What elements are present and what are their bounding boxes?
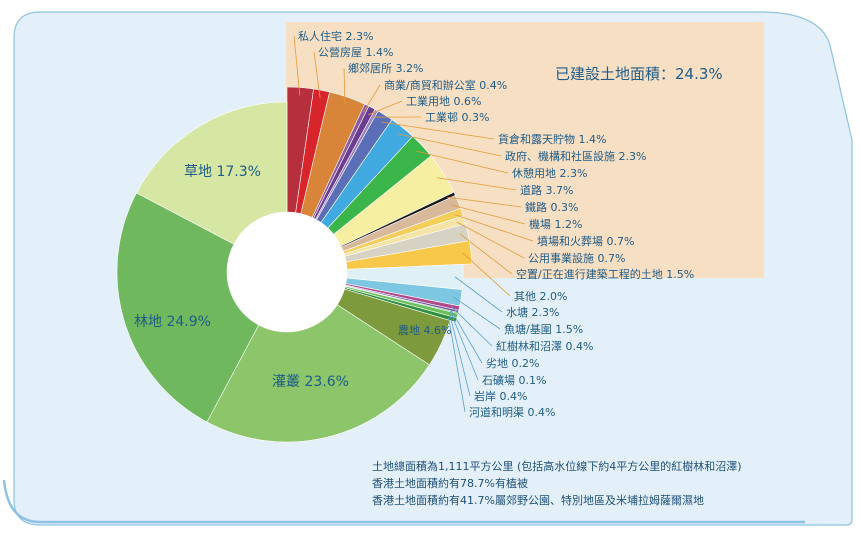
leader-貨倉和露天貯物 — [380, 121, 495, 140]
label-灌叢: 灌叢 23.6% — [272, 374, 349, 390]
label-劣地: 劣地 0.2% — [486, 356, 539, 370]
leader-岩岸 — [449, 313, 471, 397]
leader-其他 — [462, 252, 511, 297]
leader-休憩用地 — [416, 150, 509, 174]
label-休憩用地: 休憩用地 2.3% — [512, 166, 587, 180]
label-公用事業設施: 公用事業設施 0.7% — [528, 251, 625, 265]
label-草地: 草地 17.3% — [184, 164, 261, 180]
leader-工業用地 — [368, 100, 403, 116]
label-農地: 農地 4.6% — [398, 323, 451, 337]
donut-hole — [227, 212, 347, 332]
leader-鐵路 — [447, 196, 522, 208]
leader-道路 — [436, 177, 517, 191]
label-墳場和火葬場: 墳場和火葬場 0.7% — [537, 235, 634, 248]
leader-空置/正在進行建築工程的土地 — [459, 233, 513, 275]
label-公營房屋: 公營房屋 1.4% — [318, 46, 393, 59]
label-林地: 林地 24.9% — [134, 314, 211, 330]
label-水塘: 水塘 2.3% — [506, 305, 559, 319]
label-鄉郊居所: 鄉郊居所 3.2% — [348, 62, 423, 75]
leader-商業/商貿和辦公室 — [363, 84, 381, 113]
label-河道和明渠: 河道和明渠 0.4% — [469, 405, 555, 419]
leader-政府、機構和社區設施 — [397, 133, 502, 157]
label-其他: 其他 2.0% — [514, 290, 567, 303]
note-vegetation: 香港土地面積約有78.7%有植被 — [372, 477, 528, 490]
label-商業/商貿和辦公室: 商業/商貿和辦公室 0.4% — [384, 78, 507, 92]
leader-魚塘/基圍 — [452, 296, 501, 330]
note-country-parks: 香港土地面積約有41.7%屬郊野公園、特別地區及米埔拉姆薩爾濕地 — [372, 494, 704, 507]
leader-劣地 — [450, 309, 483, 364]
notes-block: 土地總面積為1,111平方公里 (包括高水位線下約4平方公里的紅樹林和沼澤) 香… — [372, 458, 852, 509]
label-私人住宅: 私人住宅 2.3% — [298, 29, 373, 43]
slice-labels: 私人住宅 2.3% 公營房屋 1.4% 鄉郊居所 3.2% 商業/商貿和辦公室 0.4… — [134, 29, 694, 419]
leader-墳場和火葬場 — [454, 214, 534, 242]
label-工業用地: 工業用地 0.6% — [406, 95, 481, 108]
leader-機場 — [450, 204, 526, 225]
label-貨倉和露天貯物: 貨倉和露天貯物 1.4% — [498, 132, 606, 146]
label-魚塘/基圍: 魚塘/基圍 1.5% — [504, 322, 583, 336]
label-道路: 道路 3.7% — [520, 183, 573, 197]
leader-石礦場 — [449, 311, 479, 381]
note-total-area: 土地總面積為1,111平方公里 (包括高水位線下約4平方公里的紅樹林和沼澤) — [372, 460, 742, 473]
leader-河道和明渠 — [448, 317, 466, 413]
leader-lines — [293, 35, 534, 413]
leader-私人住宅 — [293, 35, 301, 96]
leader-公用事業設施 — [456, 221, 525, 259]
label-機場: 機場 1.2% — [529, 217, 582, 231]
label-政府、機構和社區設施: 政府、機構和社區設施 2.3% — [505, 149, 646, 163]
label-鐵路: 鐵路 0.3% — [525, 200, 578, 214]
label-石礦場: 石礦場 0.1% — [482, 373, 546, 387]
leader-公營房屋 — [313, 51, 321, 99]
leader-水塘 — [454, 276, 503, 313]
built-up-summary: 已建設土地面積：24.3% — [555, 65, 723, 83]
card-bottom-edge — [2, 479, 805, 524]
label-空置/正在進行建築工程的土地: 空置/正在進行建築工程的土地 1.5% — [516, 267, 694, 281]
donut-slices — [116, 86, 473, 443]
label-工業邨: 工業邨 0.3% — [425, 111, 489, 124]
leader-紅樹林和沼澤 — [451, 306, 493, 347]
label-紅樹林和沼澤: 紅樹林和沼澤 0.4% — [496, 339, 593, 353]
label-岩岸: 岩岸 0.4% — [474, 389, 527, 403]
leader-鄉郊居所 — [343, 67, 346, 105]
